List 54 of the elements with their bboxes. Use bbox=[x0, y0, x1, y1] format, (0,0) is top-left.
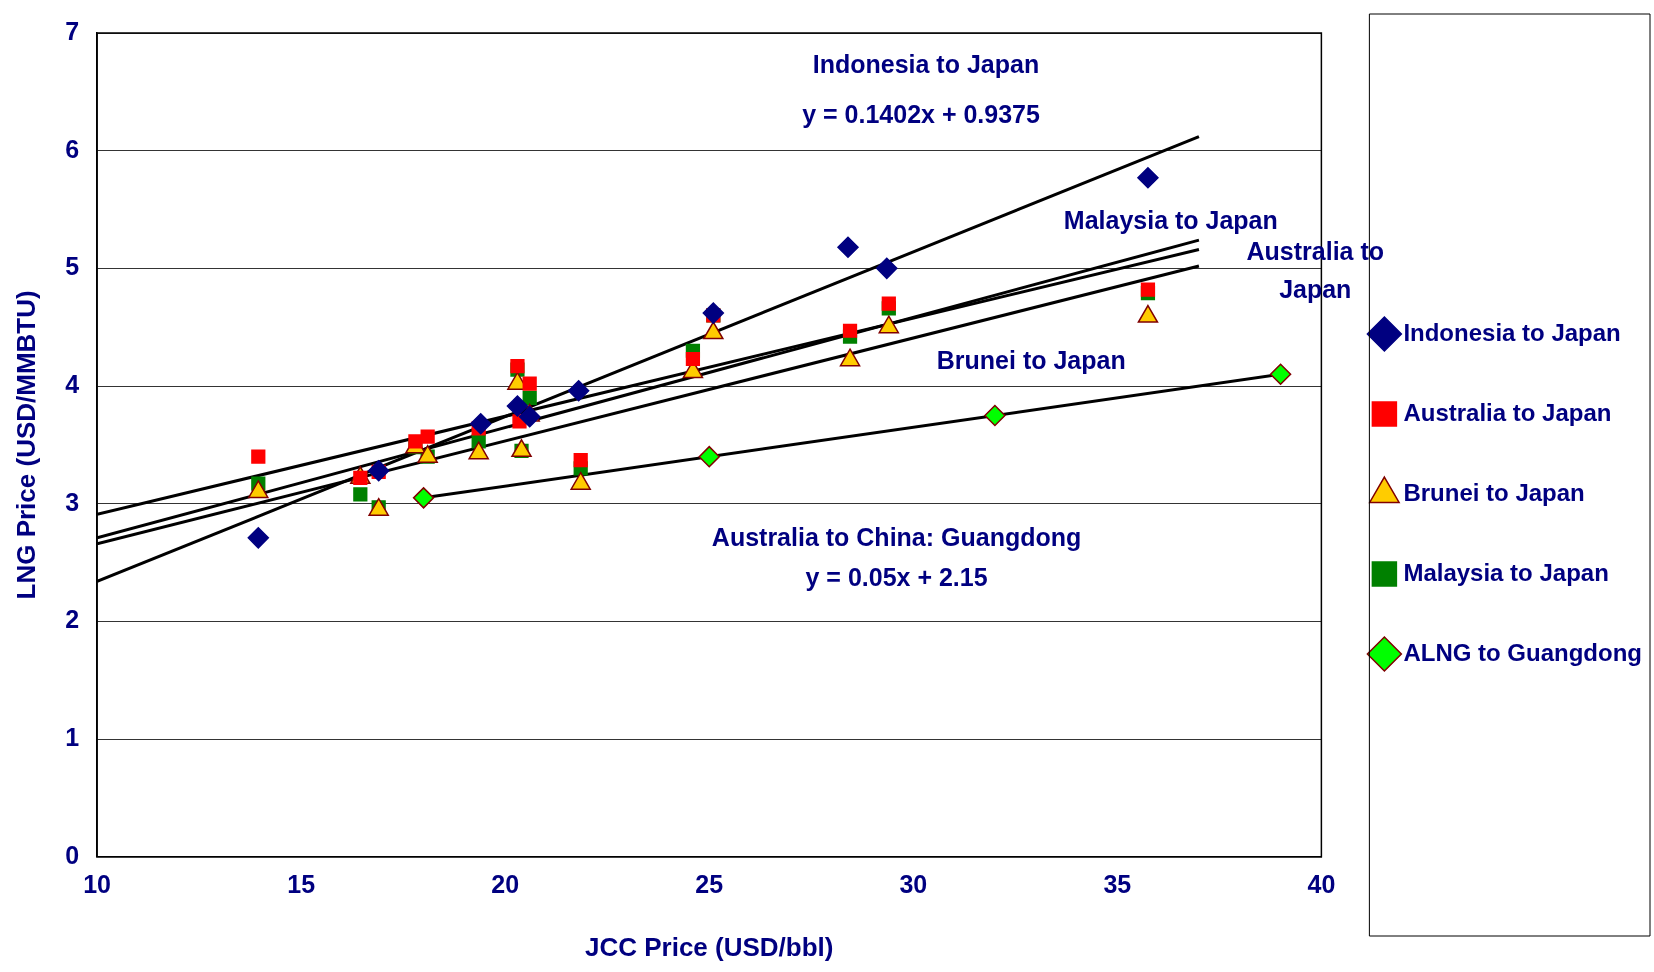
point bbox=[1137, 167, 1159, 189]
point bbox=[247, 527, 270, 549]
point bbox=[251, 449, 266, 464]
point bbox=[837, 236, 859, 258]
y-tick-label: 4 bbox=[65, 369, 80, 398]
x-axis-title: JCC Price (USD/bbl) bbox=[584, 931, 834, 962]
point bbox=[702, 302, 725, 324]
x-tick-label: 10 bbox=[83, 869, 112, 898]
y-tick-label: 6 bbox=[65, 134, 80, 163]
point bbox=[506, 395, 529, 417]
point bbox=[367, 460, 390, 482]
point bbox=[685, 351, 701, 367]
y-tick-label: 7 bbox=[65, 16, 80, 45]
point bbox=[420, 429, 435, 444]
point bbox=[573, 453, 588, 468]
point bbox=[842, 323, 858, 338]
annotation: Malaysia to Japan bbox=[1063, 205, 1278, 234]
point bbox=[876, 257, 898, 280]
point bbox=[567, 380, 590, 402]
legend-label: Malaysia to Japan bbox=[1403, 558, 1609, 586]
y-tick-label: 2 bbox=[65, 605, 80, 634]
legend-label: Brunei to Japan bbox=[1403, 478, 1585, 506]
point bbox=[1269, 363, 1292, 386]
point bbox=[698, 445, 720, 468]
x-tick-label: 15 bbox=[287, 869, 316, 898]
annotation: y = 0.1402x + 0.9375 bbox=[802, 100, 1040, 129]
point bbox=[510, 358, 525, 374]
annotation: Brunei to Japan bbox=[936, 345, 1126, 374]
legend-label: Indonesia to Japan bbox=[1403, 318, 1621, 346]
y-tick-label: 1 bbox=[65, 723, 80, 751]
y-tick-label: 3 bbox=[65, 487, 80, 516]
x-tick-label: 25 bbox=[695, 869, 724, 898]
point bbox=[522, 390, 537, 405]
point bbox=[881, 296, 896, 311]
legend-label: Australia to Japan bbox=[1403, 398, 1612, 426]
annotation: Indonesia to Japan bbox=[812, 49, 1040, 78]
x-tick-label: 30 bbox=[899, 869, 928, 898]
y-tick-label: 5 bbox=[65, 252, 80, 281]
x-tick-label: 35 bbox=[1103, 869, 1132, 898]
point bbox=[1140, 282, 1156, 297]
annotation: y = 0.05x + 2.15 bbox=[805, 563, 988, 592]
y-axis-title: LNG Price (USD/MMBTU) bbox=[10, 290, 41, 600]
point bbox=[469, 412, 492, 435]
point bbox=[412, 487, 435, 509]
legend-label: ALNG to Guangdong bbox=[1403, 638, 1643, 666]
y-tick-label: 0 bbox=[65, 840, 80, 869]
x-tick-label: 20 bbox=[491, 869, 520, 898]
x-tick-label: 40 bbox=[1307, 869, 1336, 898]
point bbox=[518, 405, 541, 428]
point bbox=[353, 487, 368, 502]
point bbox=[984, 404, 1006, 427]
point bbox=[408, 434, 423, 449]
annotation: Australia to China: Guangdong bbox=[711, 522, 1082, 551]
point bbox=[522, 376, 537, 391]
